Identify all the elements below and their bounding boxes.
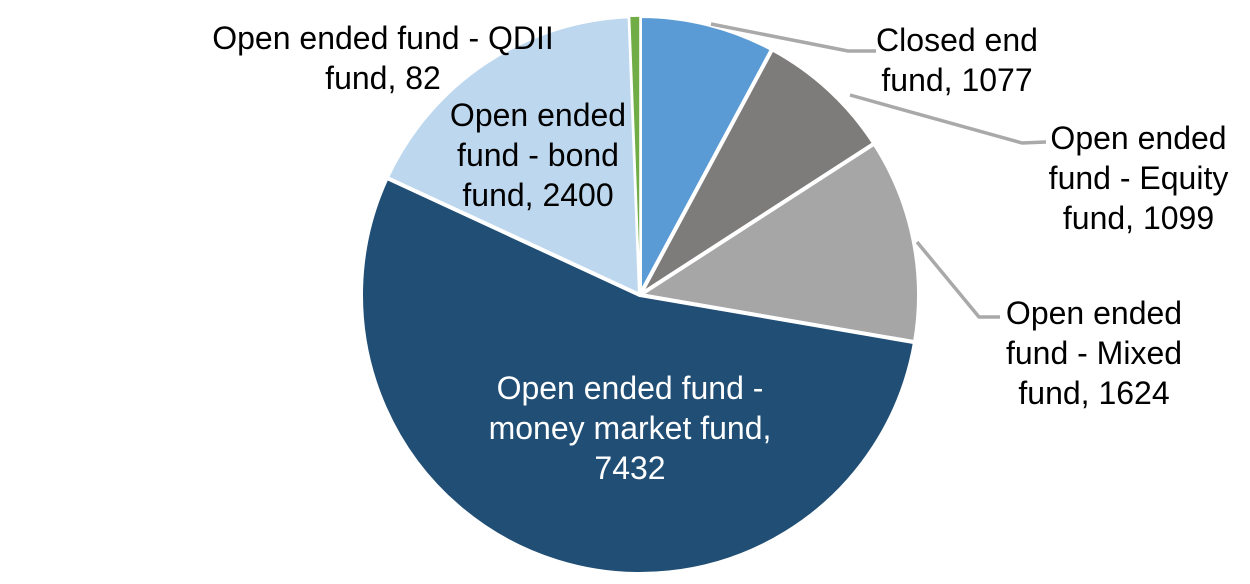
data-label-line: Closed end <box>876 22 1038 58</box>
data-label-bond-fund: Open ended fund - bond fund, 2400 <box>418 95 658 215</box>
pie-slice-closed-end-fund <box>638 14 775 297</box>
data-label-line: fund - Equity <box>1048 160 1229 196</box>
data-label-mixed-fund: Open ended fund - Mixed fund, 1624 <box>974 293 1214 413</box>
pie-slice-open-ended-fund-money-market-fund <box>359 175 917 576</box>
data-label-line: Open ended fund - QDII <box>212 20 554 56</box>
data-label-line: fund, 82 <box>325 60 441 96</box>
leader-line-closed-end-fund <box>710 22 876 53</box>
pie-slice-open-ended-fund-equity-fund <box>638 47 877 297</box>
data-label-line: fund - bond <box>457 137 619 173</box>
pie-slice-open-ended-fund-bond-fund <box>384 14 642 297</box>
leader-line-mixed-fund <box>915 240 1000 319</box>
data-label-line: fund, 1077 <box>881 62 1033 98</box>
data-label-line: fund, 2400 <box>462 177 614 213</box>
data-label-line: Open ended fund - <box>496 370 764 406</box>
data-label-closed-end-fund: Closed end fund, 1077 <box>837 20 1077 100</box>
data-label-line: Open ended <box>449 97 627 133</box>
pie-slice-open-ended-fund-mixed-fund <box>638 141 921 345</box>
pie-slice-open-ended-fund-qdii-fund <box>628 15 641 296</box>
data-label-line: money market fund, <box>488 410 772 446</box>
data-label-line: fund, 1099 <box>1062 200 1215 236</box>
data-label-money-market-fund: Open ended fund - money market fund, 743… <box>440 368 820 488</box>
data-label-equity-fund: Open ended fund - Equity fund, 1099 <box>1016 118 1250 238</box>
data-label-line: Open ended <box>1005 295 1183 331</box>
data-label-line: fund - Mixed <box>1005 335 1183 371</box>
data-label-line: Open ended <box>1050 120 1227 156</box>
leader-line-equity-fund <box>849 93 1047 145</box>
data-label-qdii-fund: Open ended fund - QDII fund, 82 <box>203 18 563 98</box>
data-label-line: fund, 1624 <box>1018 375 1170 411</box>
data-label-line: 7432 <box>594 450 666 486</box>
